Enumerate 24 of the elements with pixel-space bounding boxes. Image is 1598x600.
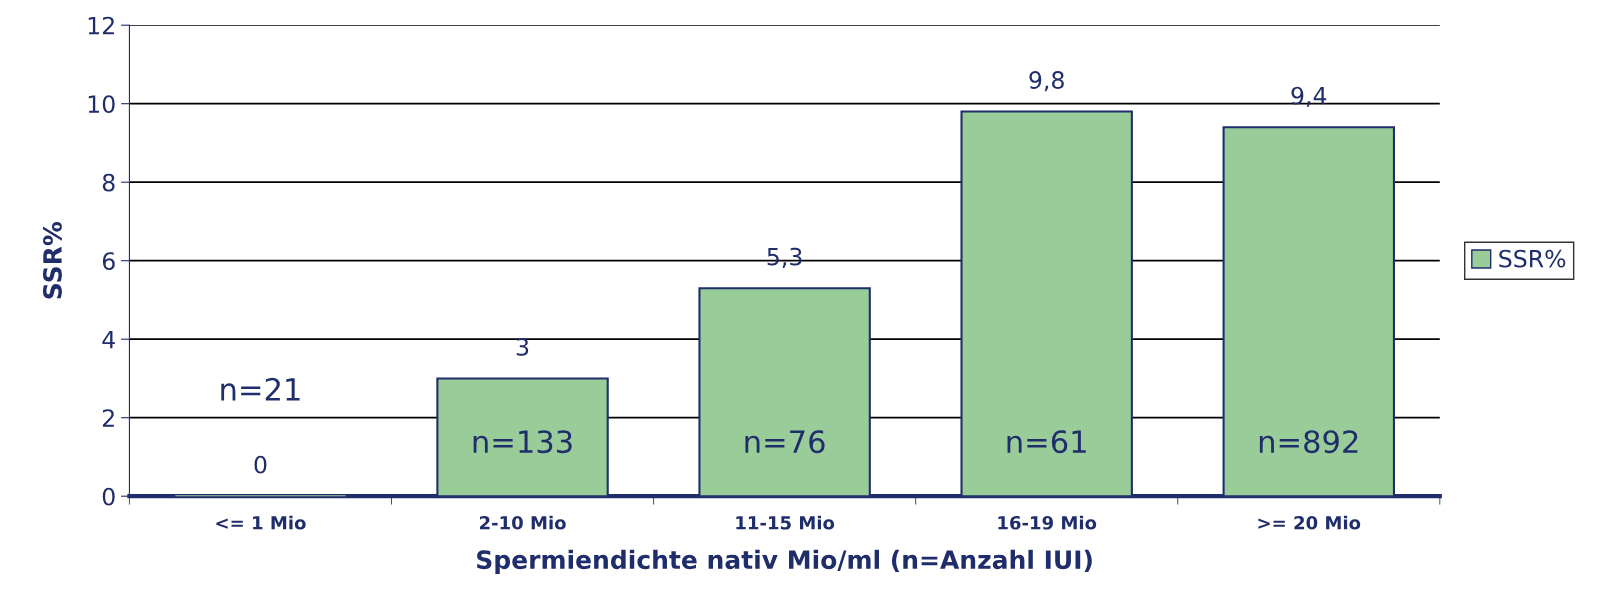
data-label: 9,8 [1029, 71, 1064, 92]
y-axis-title: SSR% [43, 221, 62, 299]
data-label: 0 [254, 455, 267, 474]
x-tick-label: 2-10 Mio [479, 515, 566, 530]
annotation: n=61 [1007, 430, 1086, 454]
y-tick-label: 8 [102, 173, 115, 192]
y-tick-label: 10 [88, 95, 115, 114]
y-tick-label: 0 [102, 487, 115, 506]
annotation: n=133 [473, 430, 572, 454]
y-tick-label: 2 [102, 409, 114, 427]
y-tick-label: 12 [88, 16, 114, 35]
data-label: 3 [516, 337, 529, 356]
annotation: n=76 [745, 430, 825, 454]
x-tick-label: 11-15 Mio [736, 515, 835, 530]
annotation: n=21 [221, 377, 300, 401]
x-tick-label: >= 20 Mio [1258, 515, 1361, 530]
data-label: 9,4 [1291, 86, 1327, 108]
x-tick-label: 16-19 Mio [998, 515, 1097, 530]
y-tick-label: 6 [102, 252, 115, 271]
x-axis-title: Spermiendichte nativ Mio/ml (n=Anzahl IUI) [477, 549, 1092, 574]
x-tick-label: <= 1 Mio [216, 515, 306, 530]
annotation: n=892 [1259, 430, 1358, 454]
y-tick-label: 4 [102, 330, 115, 349]
legend-label: SSR% [1499, 249, 1566, 268]
